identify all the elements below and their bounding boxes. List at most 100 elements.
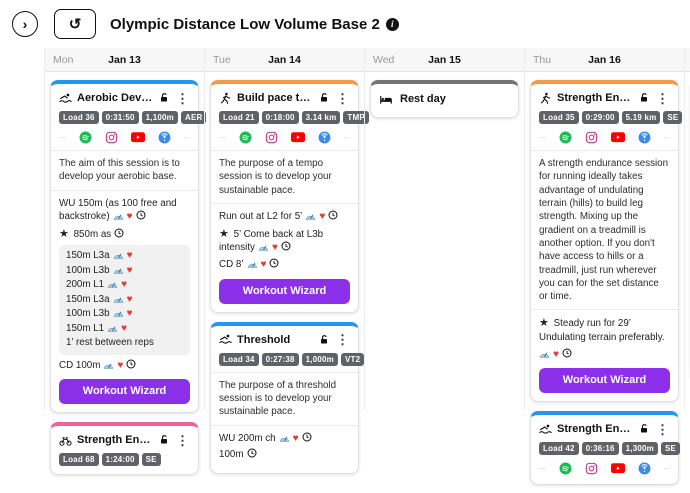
- heart-icon: ♥: [260, 259, 267, 271]
- spotify-icon[interactable]: [559, 462, 572, 475]
- clock-icon: [247, 448, 257, 458]
- youtube-icon[interactable]: [610, 463, 625, 474]
- unlock-icon[interactable]: [158, 92, 170, 104]
- spotify-icon[interactable]: [79, 131, 92, 144]
- workout-title: Strength Endurance: [77, 434, 153, 447]
- star-icon: ★: [219, 227, 229, 240]
- zone-badge: SE: [663, 111, 683, 124]
- zone-badge: SE: [141, 453, 161, 467]
- kebab-menu-icon[interactable]: ⋮: [656, 421, 669, 437]
- workout-card[interactable]: Strength Endurance ⋮ Load 68 1:24:00 SE: [50, 422, 199, 476]
- clock-icon: [281, 241, 291, 251]
- info-icon[interactable]: i: [385, 17, 399, 31]
- youtube-icon[interactable]: [610, 132, 625, 143]
- instagram-icon[interactable]: [105, 131, 118, 144]
- unlock-icon[interactable]: [158, 434, 170, 446]
- history-icon: ↺: [68, 16, 82, 33]
- divider: [211, 150, 358, 151]
- kebab-menu-icon[interactable]: ⋮: [336, 90, 349, 106]
- workout-description: A strength endurance session for running…: [539, 158, 669, 303]
- podcast-icon[interactable]: [638, 131, 651, 144]
- kebab-menu-icon[interactable]: ⋮: [176, 90, 189, 106]
- podcast-icon[interactable]: [638, 462, 651, 475]
- kebab-menu-icon[interactable]: ⋮: [656, 90, 669, 106]
- workout-wizard-button[interactable]: Workout Wizard: [59, 379, 190, 405]
- podcast-icon[interactable]: [318, 131, 331, 144]
- day-column-fri: Fri: [684, 48, 690, 410]
- clock-icon: [562, 348, 572, 358]
- calendar-week: Mon Jan 13 Aerobic Development ⋮ Load 36…: [44, 48, 690, 486]
- pace-gauge-icon: [113, 254, 123, 260]
- workout-card[interactable]: Strength Endurance ⋮ Load 35 0:29:00 5.1…: [530, 80, 683, 403]
- day-date: Jan 15: [428, 53, 461, 66]
- duration-badge: 0:29:00: [581, 111, 619, 124]
- day-header: Wed Jan 15: [365, 48, 524, 72]
- media-link-row: [539, 462, 670, 475]
- heart-icon: ♥: [126, 293, 133, 305]
- badge-row: Load 36 0:31:50 1,100m AER: [59, 111, 207, 124]
- load-badge: Load 36: [59, 111, 99, 124]
- instagram-icon[interactable]: [585, 131, 598, 144]
- steps-note: 1’ rest between reps: [66, 337, 154, 349]
- media-link-row: [219, 131, 350, 144]
- day-column-tue: Tue Jan 14 Build pace tempo ⋮ Load 21 0:…: [204, 48, 369, 474]
- duration-badge: 0:18:00: [261, 111, 299, 124]
- kebab-menu-icon[interactable]: ⋮: [176, 432, 189, 448]
- heart-icon: ♥: [126, 308, 133, 320]
- heart-icon: ♥: [271, 242, 278, 254]
- podcast-icon[interactable]: [158, 131, 171, 144]
- kebab-menu-icon[interactable]: ⋮: [336, 332, 349, 348]
- clock-icon: [136, 210, 146, 220]
- workout-title: Aerobic Development: [77, 92, 153, 104]
- badge-row: Load 42 0:36:16 1,300m SE: [539, 442, 681, 456]
- day-date: Jan 14: [268, 53, 301, 66]
- bike-icon: [59, 437, 72, 446]
- chevron-right-icon: ›: [22, 16, 28, 32]
- badge-row: Load 34 0:27:38 1,000m VT2: [219, 352, 365, 366]
- spotify-icon[interactable]: [239, 131, 252, 144]
- heart-icon: ♥: [121, 322, 128, 334]
- instagram-icon[interactable]: [265, 131, 278, 144]
- swim-icon: [539, 424, 552, 434]
- heart-icon: ♥: [553, 348, 559, 360]
- day-column-thu: Thu Jan 16 Strength Endurance ⋮ Load 35 …: [524, 48, 684, 486]
- star-icon: ★: [539, 317, 549, 330]
- history-button[interactable]: ↺: [54, 9, 96, 39]
- rest-day-card[interactable]: Rest day: [370, 80, 519, 118]
- workout-card[interactable]: Aerobic Development ⋮ Load 36 0:31:50 1,…: [50, 80, 207, 414]
- workout-card[interactable]: Strength Enduranc... ⋮ Load 42 0:36:16 1…: [530, 411, 681, 486]
- run-icon: [540, 92, 551, 104]
- unlock-icon[interactable]: [638, 92, 650, 104]
- pace-gauge-icon: [247, 262, 257, 268]
- plan-title-row: Olympic Distance Low Volume Base 2 i: [110, 16, 399, 33]
- workout-step: CD 100m ♥: [59, 359, 190, 373]
- day-name: Mon: [53, 53, 74, 66]
- duration-badge: 0:31:50: [101, 111, 139, 124]
- load-badge: Load 34: [219, 352, 259, 366]
- workout-wizard-button[interactable]: Workout Wizard: [219, 278, 350, 304]
- duration-badge: 0:27:38: [261, 352, 299, 366]
- heart-icon: ♥: [126, 250, 133, 262]
- bed-icon: [380, 96, 392, 104]
- heart-icon: ♥: [121, 279, 128, 291]
- youtube-icon[interactable]: [290, 132, 305, 143]
- day-header: Thu Jan 16: [525, 48, 684, 72]
- unlock-icon[interactable]: [318, 334, 330, 346]
- unlock-icon[interactable]: [638, 423, 650, 435]
- workout-card[interactable]: Threshold ⋮ Load 34 0:27:38 1,000m VT2 T…: [210, 321, 365, 474]
- badge-row: Load 68 1:24:00 SE: [59, 453, 190, 467]
- workout-wizard-button[interactable]: Workout Wizard: [539, 368, 670, 394]
- swim-icon: [219, 334, 232, 344]
- spotify-icon[interactable]: [559, 131, 572, 144]
- workout-title: Strength Endurance: [557, 92, 633, 104]
- unlock-icon[interactable]: [318, 92, 330, 104]
- pace-gauge-icon: [107, 326, 118, 332]
- youtube-icon[interactable]: [130, 132, 145, 143]
- day-date: Jan 16: [588, 53, 621, 66]
- day-date: Jan 13: [108, 53, 141, 66]
- workout-description: The purpose of a tempo session is to dev…: [219, 158, 332, 196]
- media-link-row: [539, 131, 670, 144]
- workout-card[interactable]: Build pace tempo ⋮ Load 21 0:18:00 3.14 …: [210, 80, 369, 313]
- instagram-icon[interactable]: [585, 462, 598, 475]
- expand-panel-button[interactable]: ›: [12, 11, 38, 37]
